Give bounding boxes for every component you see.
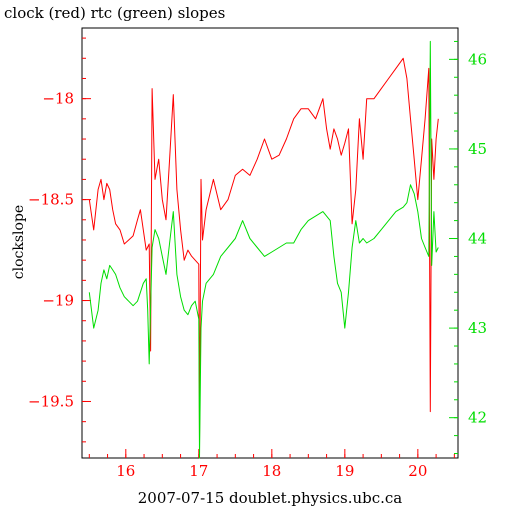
red-series-line <box>88 57 439 443</box>
y2-tick-label: 46 <box>468 50 487 68</box>
x-tick-label: 19 <box>335 462 354 480</box>
x-tick-label: 17 <box>189 462 208 480</box>
axes-layer: 16 17 18 19 20 −19.5 −19 −18.5 −18 42 43 44 45 46 <box>28 37 487 480</box>
chart-title: clock (red) rtc (green) slopes <box>4 4 225 22</box>
x-tick-label: 16 <box>116 462 135 480</box>
plot-frame <box>81 27 459 459</box>
x-tick-label: 18 <box>262 462 281 480</box>
y-tick-label: −18.5 <box>28 191 74 209</box>
y2-tick-label: 42 <box>468 409 487 427</box>
green-series-line <box>88 40 439 459</box>
x-tick-label: 20 <box>408 462 427 480</box>
y2-tick-label: 44 <box>468 230 487 248</box>
y-tick-label: −18 <box>42 90 74 108</box>
y2-tick-label: 45 <box>468 140 487 158</box>
y-tick-label: −19.5 <box>28 392 74 410</box>
x-axis-label: 2007-07-15 doublet.physics.ubc.ca <box>138 489 403 507</box>
series-layer <box>88 40 439 459</box>
y-axis-label: clockslope <box>11 205 27 279</box>
y2-tick-label: 43 <box>468 319 487 337</box>
y-tick-label: −19 <box>42 292 74 310</box>
